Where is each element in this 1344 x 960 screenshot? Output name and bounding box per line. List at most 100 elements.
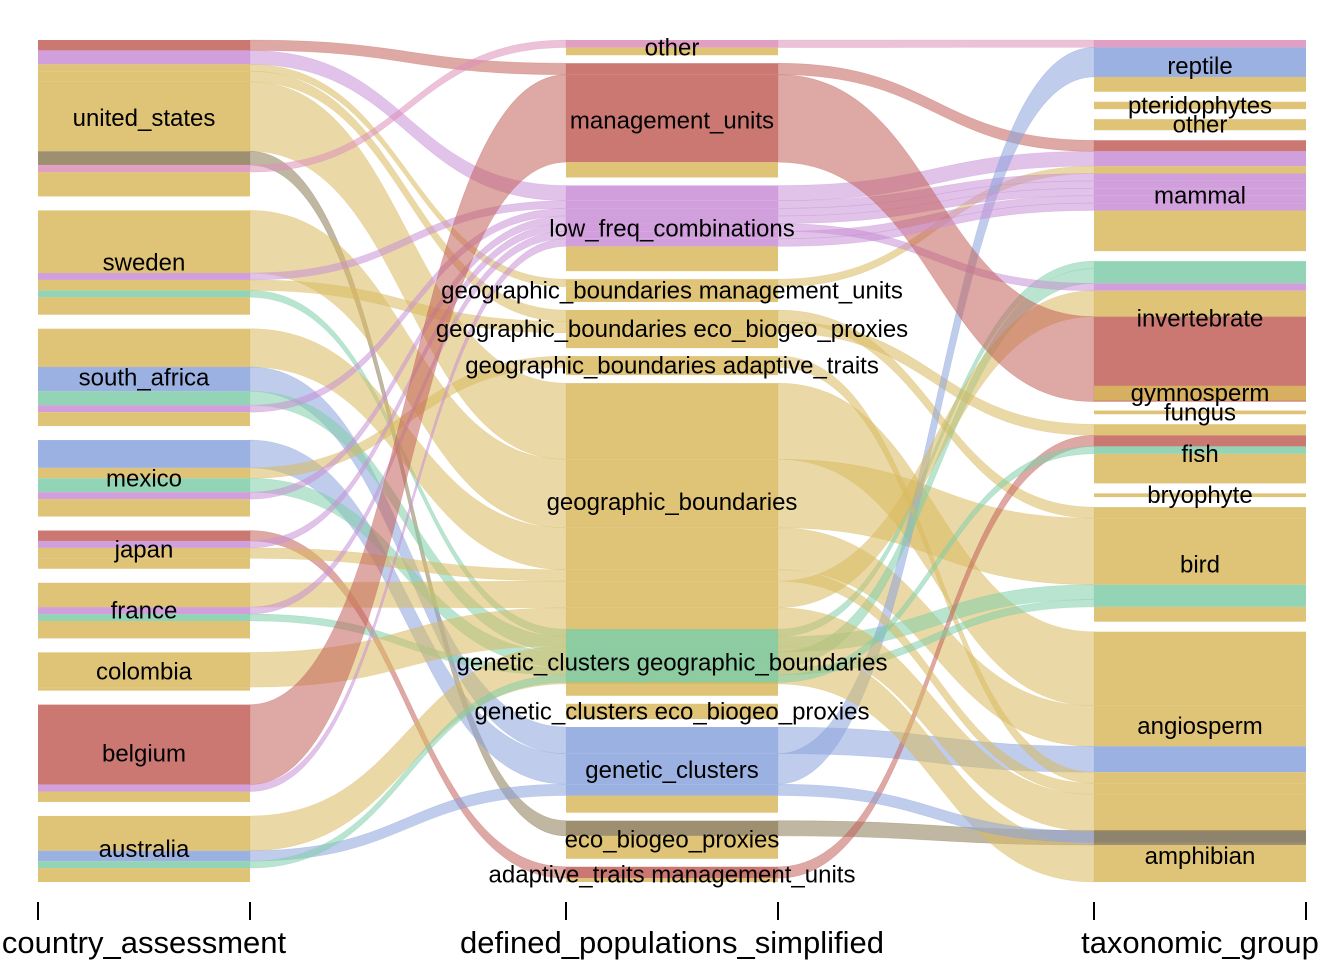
stratum-label-south-africa: south_africa — [79, 364, 210, 391]
stratum-bird — [1094, 507, 1306, 622]
stratum-segment — [1094, 119, 1306, 131]
stratum-segment — [566, 332, 778, 349]
stratum-segment — [566, 674, 778, 683]
stratum-segment — [566, 40, 778, 48]
stratum-segment — [38, 492, 250, 500]
stratum-eco-biogeo-proxies — [566, 820, 778, 859]
stratum-segment — [1094, 385, 1306, 401]
stratum-segment — [38, 172, 250, 197]
stratum-segment — [1094, 446, 1306, 454]
stratum-united-states — [38, 40, 250, 197]
stratum-segment — [38, 815, 250, 851]
axis-label-taxonomic-group: taxonomic_group — [1081, 925, 1319, 960]
axis-label-country-assessment: country_assessment — [2, 925, 287, 960]
stratum-label-united-states: united_states — [73, 105, 216, 132]
stratum-segment — [566, 667, 778, 675]
x-axis: country_assessment defined_populations_si… — [2, 902, 1319, 960]
stratum-genetic-clusters-eco-biogeo-proxies — [566, 703, 778, 720]
stratum-label-bryophyte: bryophyte — [1147, 482, 1252, 509]
stratum-segment — [38, 607, 250, 615]
stratum-label-japan: japan — [114, 537, 174, 564]
stratum-segment — [1094, 493, 1306, 498]
stratum-label-geographic-boundaries: geographic_boundaries — [547, 489, 798, 516]
stratum-japan — [38, 530, 250, 569]
stratum-pteridophytes — [1094, 101, 1306, 110]
stratum-segment — [566, 569, 778, 582]
stratum-segment — [1094, 845, 1306, 882]
stratum-segment — [1094, 783, 1306, 795]
stratum-segment — [1094, 283, 1306, 291]
stratum-segment — [38, 704, 250, 785]
stratum-segment — [566, 636, 778, 652]
stratum-segment — [38, 273, 250, 280]
stratum-segment — [566, 682, 778, 696]
stratum-segment — [38, 614, 250, 621]
stratum-genetic-clusters — [566, 727, 778, 813]
stratum-segment — [566, 367, 778, 376]
stratum-segment — [566, 246, 778, 272]
stratum-segment — [38, 151, 250, 166]
stratum-segment — [566, 279, 778, 287]
stratum-segment — [38, 366, 250, 392]
stratum-label-reptile: reptile — [1167, 53, 1232, 80]
stratum-label-colombia: colombia — [96, 659, 193, 686]
stratum-segment — [566, 581, 778, 608]
stratum-segment — [1094, 631, 1306, 706]
stratum-segment — [1094, 290, 1306, 317]
stratum-mammal — [1094, 140, 1306, 252]
stratum-label-mexico: mexico — [106, 465, 182, 492]
stratum-label-mammal: mammal — [1154, 183, 1246, 210]
stratum-low-freq-combinations — [566, 185, 778, 272]
stratum-label-geographic-boundaries-management-units: geographic_boundaries management_units — [441, 278, 903, 305]
stratum-segment — [566, 74, 778, 163]
stratum-segment — [566, 162, 778, 178]
stratum-label-invertebrate: invertebrate — [1137, 305, 1264, 332]
stratum-segment — [1094, 261, 1306, 269]
stratum-colombia — [38, 652, 250, 691]
stratum-label-fish: fish — [1181, 441, 1218, 468]
stratum-segment — [566, 383, 778, 460]
stratum-label-eco-biogeo-proxies: eco_biogeo_proxies — [565, 827, 780, 854]
stratum-segment — [1094, 101, 1306, 110]
stratum-label-bird: bird — [1180, 551, 1220, 578]
stratum-segment — [38, 530, 250, 541]
stratum-segment — [38, 279, 250, 291]
stratum-segment — [38, 791, 250, 802]
stratum-adaptive-traits-management-units — [566, 866, 778, 882]
stratum-segment — [566, 795, 778, 813]
stratum-segment — [38, 478, 250, 493]
stratum-segment — [38, 64, 250, 72]
stratum-south-africa — [38, 328, 250, 427]
stratum-segment — [1094, 210, 1306, 252]
stratum-label-adaptive-traits-management-units: adaptive_traits management_units — [489, 861, 856, 888]
axis-label-defined-populations-simplified: defined_populations_simplified — [460, 925, 884, 960]
stratum-segment — [566, 727, 778, 754]
stratum-segment — [1094, 518, 1306, 585]
stratum-segment — [1094, 435, 1306, 447]
stratum-segment — [38, 391, 250, 406]
stratum-segment — [566, 784, 778, 796]
stratum-segment — [1094, 40, 1306, 48]
stratum-segment — [566, 200, 778, 209]
stratum-segment — [1094, 453, 1306, 484]
stratum-label-fungus: fungus — [1164, 399, 1236, 426]
stratum-segment — [38, 71, 250, 82]
stratum-segment — [38, 652, 250, 688]
stratum-segment — [566, 835, 778, 859]
stratum-segment — [1094, 76, 1306, 92]
stratum-segment — [1094, 746, 1306, 773]
stratum-segment — [38, 412, 250, 427]
stratum-label-geographic-boundaries-eco-biogeo-proxies: geographic_boundaries eco_biogeo_proxies — [436, 316, 908, 343]
stratum-fungus — [1094, 410, 1306, 415]
stratum-segment — [38, 687, 250, 691]
stratum-segment — [566, 629, 778, 637]
stratum-label-other: other — [645, 35, 700, 62]
stratum-label-other: other — [1173, 112, 1228, 139]
stratum-segment — [38, 499, 250, 517]
stratum-geographic-boundaries-eco-biogeo-proxies — [566, 310, 778, 349]
stratum-geographic-boundaries-adaptive-traits — [566, 356, 778, 376]
stratum-segment — [38, 582, 250, 608]
stratum-reptile — [1094, 40, 1306, 92]
